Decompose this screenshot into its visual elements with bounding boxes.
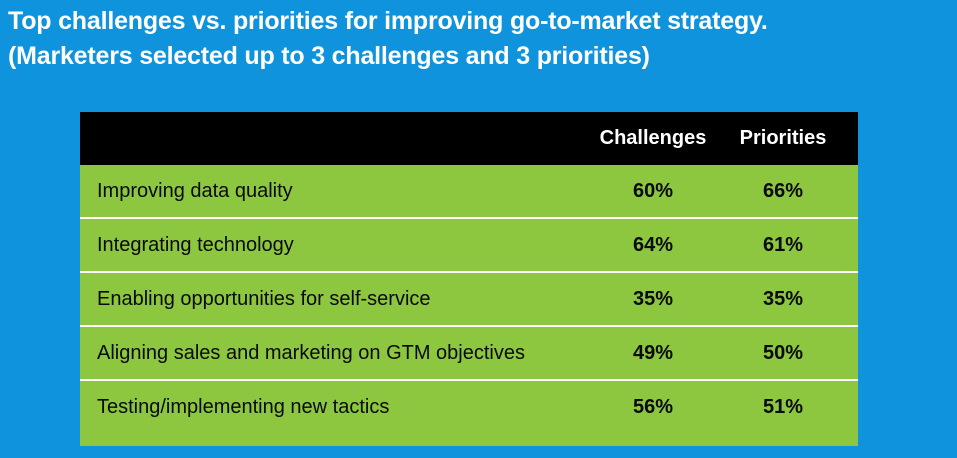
table-row: Enabling opportunities for self-service … <box>80 271 858 325</box>
comparison-table: Challenges Priorities Improving data qua… <box>80 112 858 446</box>
row-label: Improving data quality <box>97 179 293 202</box>
row-label: Aligning sales and marketing on GTM obje… <box>97 341 525 364</box>
chart-title-line-1: Top challenges vs. priorities for improv… <box>8 7 768 35</box>
row-label: Integrating technology <box>97 233 294 256</box>
column-header-challenges: Challenges <box>599 127 707 149</box>
challenges-value: 56% <box>632 395 674 418</box>
table-header: Challenges Priorities <box>80 112 858 165</box>
priorities-value: 35% <box>762 287 804 310</box>
priorities-value: 51% <box>762 395 804 418</box>
challenges-value: 35% <box>632 287 674 310</box>
column-header-priorities: Priorities <box>739 127 827 149</box>
challenges-value: 64% <box>632 233 674 256</box>
table-row: Integrating technology 64% 61% <box>80 217 858 271</box>
row-label: Testing/implementing new tactics <box>97 395 390 418</box>
priorities-value: 61% <box>762 233 804 256</box>
challenges-value: 49% <box>632 341 674 364</box>
priorities-value: 66% <box>762 179 804 202</box>
priorities-value: 50% <box>762 341 804 364</box>
table-row: Aligning sales and marketing on GTM obje… <box>80 325 858 379</box>
row-label: Enabling opportunities for self-service <box>97 287 431 310</box>
challenges-value: 60% <box>632 179 674 202</box>
table-body: Improving data quality 60% 66% Integrati… <box>80 165 858 433</box>
chart-title: Top challenges vs. priorities for improv… <box>8 4 953 74</box>
table-row: Improving data quality 60% 66% <box>80 165 858 217</box>
chart-title-line-2: (Marketers selected up to 3 challenges a… <box>8 42 650 70</box>
table-row: Testing/implementing new tactics 56% 51% <box>80 379 858 433</box>
